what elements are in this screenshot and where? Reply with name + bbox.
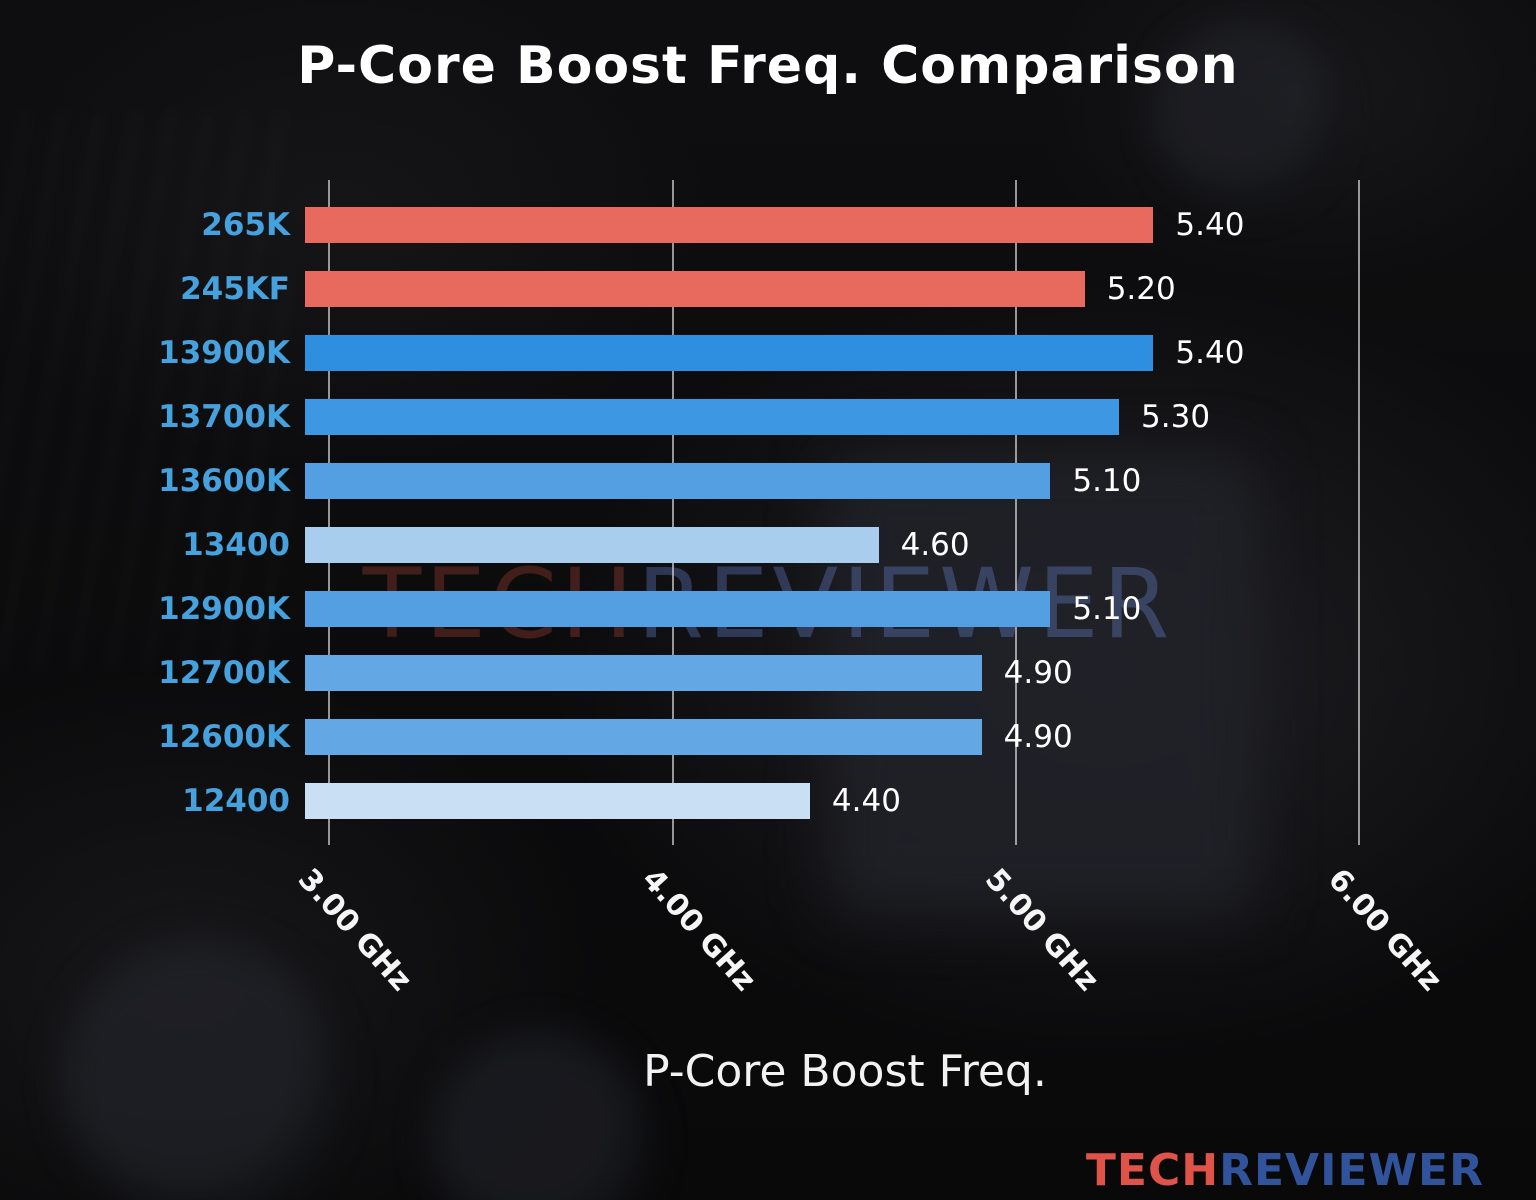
value-label: 5.30	[1141, 399, 1211, 435]
background-capacitor	[430, 1030, 650, 1200]
bar	[305, 527, 879, 563]
bar-row: 245KF 5.20	[0, 257, 1536, 321]
value-label: 5.20	[1106, 271, 1176, 307]
x-axis-title: P-Core Boost Freq.	[643, 1046, 1047, 1097]
bar-row: 13700K 5.30	[0, 385, 1536, 449]
bar	[305, 399, 1120, 435]
bar	[305, 207, 1154, 243]
category-label: 265K	[201, 207, 290, 243]
bar-row: 12900K 5.10	[0, 577, 1536, 641]
category-label: 13600K	[158, 463, 290, 499]
bar-row: 12400 4.40	[0, 769, 1536, 833]
x-tick-label: 6.00 GHz	[1321, 862, 1449, 999]
category-label: 245KF	[180, 271, 290, 307]
category-label: 12400	[182, 783, 290, 819]
gridline	[1358, 180, 1361, 845]
bar-row: 265K 5.40	[0, 193, 1536, 257]
brand-reviewer: REVIEWER	[1219, 1145, 1484, 1196]
chart-title: P-Core Boost Freq. Comparison	[297, 36, 1239, 96]
bar-row: 12700K 4.90	[0, 641, 1536, 705]
x-tick-label: 4.00 GHz	[634, 862, 762, 999]
category-label: 12900K	[158, 591, 290, 627]
background-dimm-slots	[0, 110, 290, 670]
gridline	[328, 180, 331, 845]
value-label: 5.40	[1175, 207, 1245, 243]
background-capacitor	[60, 940, 340, 1200]
category-label: 13400	[182, 527, 290, 563]
category-label: 13700K	[158, 399, 290, 435]
bar	[305, 719, 982, 755]
gridline	[1015, 180, 1017, 845]
value-label: 4.90	[1003, 655, 1073, 691]
brand-logo: TECHREVIEWER	[1086, 1145, 1484, 1196]
bar	[305, 271, 1085, 307]
bar-row: 12600K 4.90	[0, 705, 1536, 769]
bar	[305, 783, 810, 819]
category-label: 12600K	[158, 719, 290, 755]
bar-row: 13400 4.60	[0, 513, 1536, 577]
bar	[305, 655, 982, 691]
value-label: 5.10	[1072, 591, 1142, 627]
bar	[305, 463, 1051, 499]
value-label: 5.10	[1072, 463, 1142, 499]
plot-area: 265K 5.40 245KF 5.20 13900K 5.40 13700K 5.30 136…	[0, 180, 1536, 845]
bar-row: 13600K 5.10	[0, 449, 1536, 513]
category-label: 13900K	[158, 335, 290, 371]
category-label: 12700K	[158, 655, 290, 691]
x-axis-ticks: 3.00 GHz 4.00 GHz 5.00 GHz 6.00 GHz	[0, 845, 1536, 1075]
brand-tech: TECH	[1085, 1145, 1220, 1196]
bar	[305, 335, 1154, 371]
x-tick-label: 5.00 GHz	[977, 862, 1106, 999]
value-label: 5.40	[1175, 335, 1245, 371]
gridline	[671, 180, 674, 845]
value-label: 4.60	[900, 527, 970, 563]
value-label: 4.40	[831, 783, 901, 819]
background-capacitor	[1150, 20, 1340, 210]
x-tick-label: 3.00 GHz	[291, 862, 419, 999]
bar-row: 13900K 5.40	[0, 321, 1536, 385]
bar	[305, 591, 1051, 627]
value-label: 4.90	[1003, 719, 1073, 755]
